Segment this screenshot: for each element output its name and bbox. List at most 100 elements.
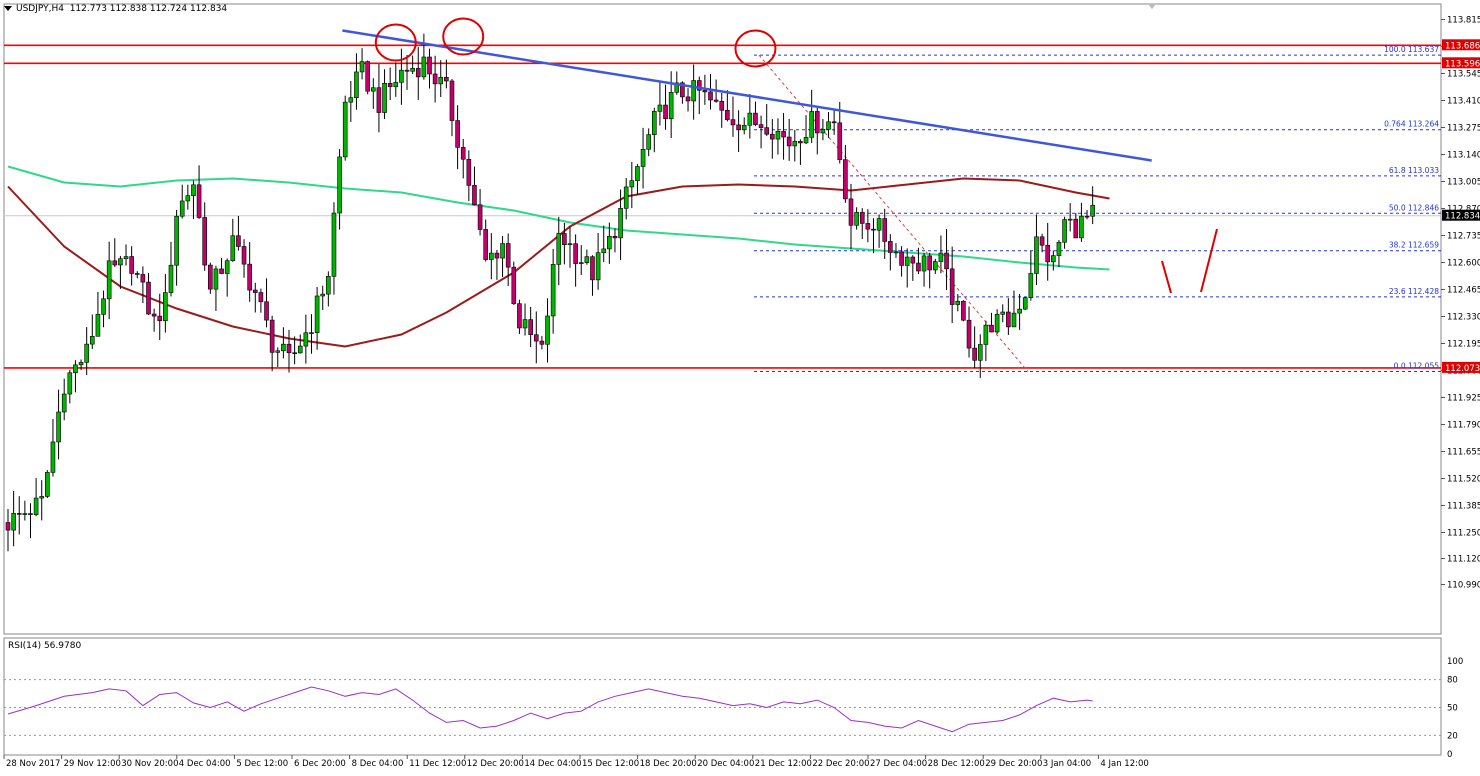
candle-body	[809, 111, 814, 138]
x-tick-label: 22 Dec 20:00	[812, 759, 869, 769]
candle-body	[517, 303, 522, 329]
candle-body	[843, 159, 848, 200]
candle-body	[326, 276, 331, 295]
candles	[5, 33, 1095, 552]
candle-body	[320, 293, 326, 297]
candle-body	[45, 472, 50, 497]
candle-body	[747, 112, 753, 126]
candle-body	[663, 104, 668, 120]
y-tick-label: 113.545	[1447, 70, 1480, 80]
x-tick-label: 4 Dec 04:00	[179, 759, 231, 769]
candle-body	[168, 264, 174, 293]
candle-body	[404, 69, 410, 72]
candle-body	[831, 121, 837, 124]
candle-body	[826, 121, 831, 130]
candle-body	[269, 319, 275, 353]
candle-body	[191, 184, 196, 196]
candle-body	[814, 111, 820, 134]
candle-body	[410, 68, 415, 72]
candle-body	[871, 228, 876, 231]
candle-body	[297, 345, 303, 354]
fib-level-label: 61.8 113.033	[1389, 166, 1439, 175]
candle-body	[230, 235, 236, 262]
candle-body	[623, 186, 629, 209]
rsi-level-label: 0	[1447, 750, 1452, 760]
candle-body	[494, 252, 500, 259]
candle-body	[696, 80, 702, 91]
candle-body	[421, 56, 427, 78]
candle-body	[944, 252, 949, 270]
candle-body	[775, 131, 781, 140]
x-tick-label: 20 Dec 04:00	[697, 759, 754, 769]
candle-body	[247, 263, 252, 291]
candle-body	[668, 92, 674, 120]
candle-body	[635, 166, 640, 181]
candle-body	[1084, 215, 1090, 218]
y-tick-label: 111.655	[1447, 448, 1480, 458]
candle-body	[489, 252, 494, 260]
candle-body	[185, 195, 191, 202]
candle-body	[685, 96, 691, 102]
candle-body	[539, 340, 545, 345]
rsi-level-label: 100	[1447, 657, 1463, 667]
price-tag-label: 113.596	[1445, 59, 1480, 69]
candle-body	[354, 71, 359, 98]
candle-body	[61, 393, 67, 413]
candle-body	[781, 131, 786, 138]
candle-body	[904, 256, 910, 266]
candle-body	[798, 141, 803, 144]
candle-body	[932, 261, 938, 271]
candle-body	[730, 119, 736, 126]
candle-body	[73, 364, 78, 374]
fib-level-label: 100.0 113.637	[1384, 45, 1439, 54]
symbol-dropdown-icon[interactable]	[4, 6, 12, 11]
candle-body	[764, 127, 770, 135]
candle-body	[899, 251, 904, 266]
candle-body	[505, 243, 511, 268]
candle-body	[567, 243, 573, 246]
candle-body	[275, 350, 281, 353]
up-signal-arrow	[1200, 228, 1218, 293]
candle-body	[219, 268, 224, 274]
candle-body	[741, 124, 747, 131]
candle-body	[174, 215, 179, 266]
candle-body	[556, 233, 562, 265]
swing-high-circle	[374, 23, 417, 62]
candle-body	[708, 91, 713, 101]
candle-body	[972, 347, 977, 361]
candle-body	[106, 260, 112, 300]
candle-body	[938, 252, 944, 262]
candle-body	[387, 83, 393, 88]
chart-header: USDJPY,H4 112.773 112.838 112.724 112.83…	[16, 4, 227, 14]
candle-body	[427, 56, 432, 75]
candle-body	[348, 97, 354, 103]
candle-body	[803, 137, 809, 144]
candle-body	[1090, 204, 1095, 217]
candle-body	[601, 248, 607, 253]
y-tick-label: 110.990	[1447, 581, 1480, 591]
candle-body	[545, 315, 550, 345]
candle-body	[770, 133, 775, 140]
candle-body	[1073, 218, 1079, 239]
candle-body	[949, 268, 955, 305]
x-tick-label: 18 Dec 20:00	[640, 759, 697, 769]
candle-body	[1051, 255, 1056, 263]
candle-body	[916, 262, 921, 272]
candle-body	[607, 235, 612, 250]
fib-level-label: 0.0 112.055	[1394, 362, 1440, 371]
x-tick-label: 6 Dec 20:00	[294, 759, 346, 769]
candle-body	[16, 513, 22, 515]
candle-body	[101, 298, 106, 315]
candle-body	[550, 264, 556, 317]
candle-body	[562, 233, 567, 246]
candle-body	[578, 262, 584, 264]
y-tick-label: 113.140	[1447, 151, 1480, 161]
candle-body	[84, 343, 89, 363]
candle-body	[1045, 244, 1050, 263]
candle-body	[213, 268, 219, 290]
candle-body	[11, 513, 16, 531]
candle-body	[640, 149, 646, 167]
x-tick-label: 27 Dec 04:00	[870, 759, 927, 769]
